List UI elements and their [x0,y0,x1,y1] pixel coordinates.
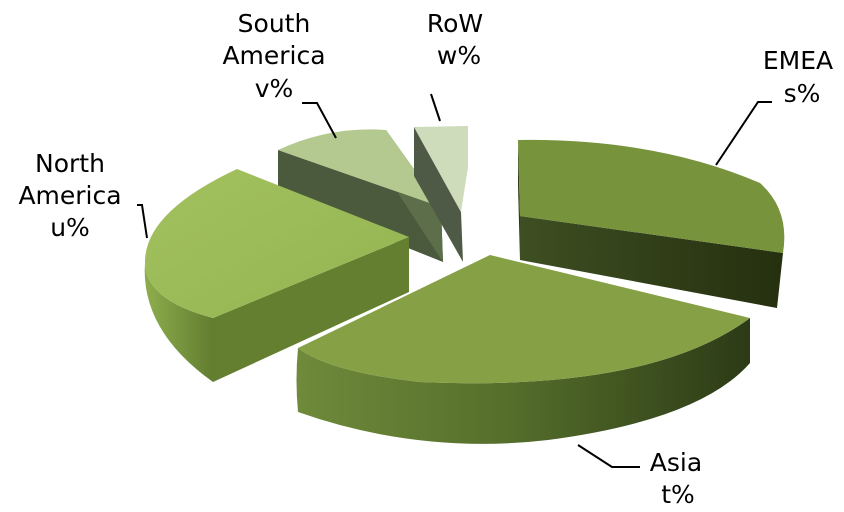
slice-south-america-top [278,129,441,207]
label-emea-value: s% [784,79,821,108]
slice-asia [296,255,750,444]
label-asia-name: Asia [650,448,702,477]
leader-line-asia [577,444,640,468]
slice-asia-top [298,255,750,384]
label-asia-value: t% [661,480,695,509]
label-emea-name: EMEA [763,46,833,75]
slice-emea-top [518,139,785,253]
label-south-america-name-2: America [222,41,325,70]
leader-line-row [430,93,441,122]
slice-north-america [144,169,409,382]
leader-line-emea [715,101,772,166]
slice-emea [518,139,785,308]
leader-lines [137,93,772,468]
slice-row-top [414,126,468,212]
slice-labels: EMEA s% Asia t% North America u% South A… [18,9,833,509]
slice-row [414,126,468,262]
label-north-america-value: u% [50,213,90,242]
leader-line-south-america [302,102,337,139]
label-south-america-name-1: South [238,9,311,38]
slice-south-america [278,129,443,262]
label-south-america-value: v% [255,74,294,103]
label-north-america-name-2: America [18,181,121,210]
label-row-name: RoW [427,9,483,38]
label-row-value: w% [437,41,481,70]
label-north-america-name-1: North [35,149,105,178]
slice-north-america-top [145,169,409,318]
leader-line-north-america [137,204,148,239]
